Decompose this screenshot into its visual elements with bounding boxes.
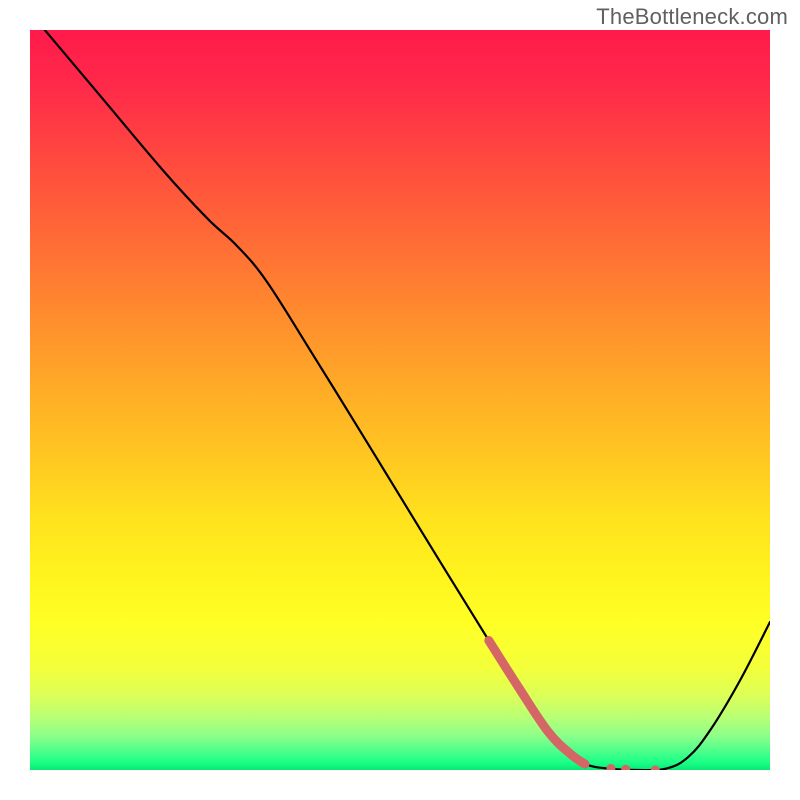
watermark-label: TheBottleneck.com — [596, 4, 788, 30]
bottleneck-chart — [30, 30, 770, 770]
chart-svg — [30, 30, 770, 770]
chart-background — [30, 30, 770, 770]
